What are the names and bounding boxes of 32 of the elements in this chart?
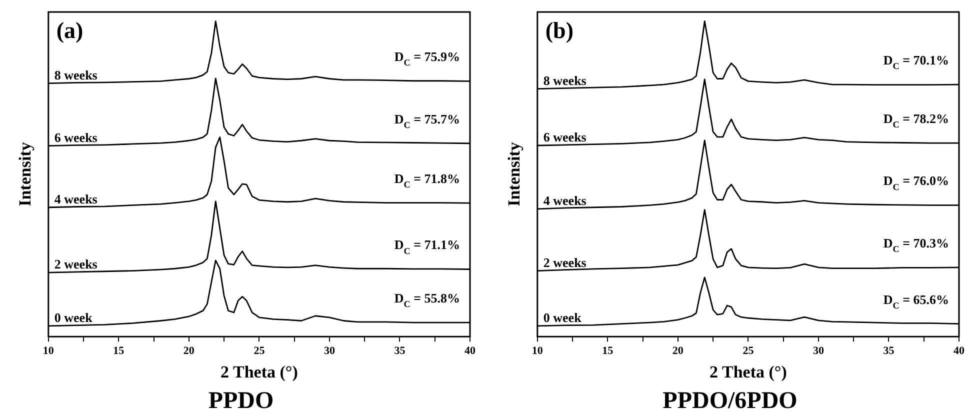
y-axis-title: Intensity: [16, 142, 35, 206]
series-label: 6 weeks: [543, 129, 586, 144]
series-label: 8 weeks: [54, 67, 98, 82]
series-label: 2 weeks: [543, 254, 586, 270]
annotation: (b): [545, 18, 574, 43]
x-tick-label: 40: [464, 345, 476, 358]
x-tick-label: 35: [883, 345, 895, 358]
x-axis-title: 2 Theta (°): [710, 362, 787, 382]
x-tick-label: 25: [254, 345, 266, 358]
x-tick-label: 30: [812, 345, 824, 358]
series-label: 6 weeks: [54, 130, 98, 145]
annotation: (a): [56, 18, 84, 43]
y-axis-title: Intensity: [504, 142, 524, 206]
x-tick-label: 30: [324, 345, 336, 358]
x-tick-label: 35: [394, 345, 406, 358]
series-label: 2 weeks: [54, 256, 98, 272]
x-axis-title: 2 Theta (°): [220, 362, 298, 382]
x-tick-label: 15: [602, 345, 614, 358]
series-label: 4 weeks: [54, 191, 98, 206]
text: PPDO/6PDO: [662, 388, 798, 414]
x-tick-label: 15: [113, 345, 125, 358]
text: PPDO: [208, 388, 274, 414]
series-label: 4 weeks: [543, 192, 586, 208]
x-tick-label: 20: [672, 345, 684, 358]
x-tick-label: 10: [532, 345, 544, 358]
series-label: 0 week: [54, 310, 94, 325]
x-tick-label: 25: [742, 345, 754, 358]
series-label: 0 week: [543, 310, 582, 325]
x-tick-label: 40: [954, 345, 965, 358]
x-tick-label: 20: [183, 345, 195, 358]
x-tick-label: 10: [42, 345, 54, 358]
series-label: 8 weeks: [543, 72, 586, 88]
